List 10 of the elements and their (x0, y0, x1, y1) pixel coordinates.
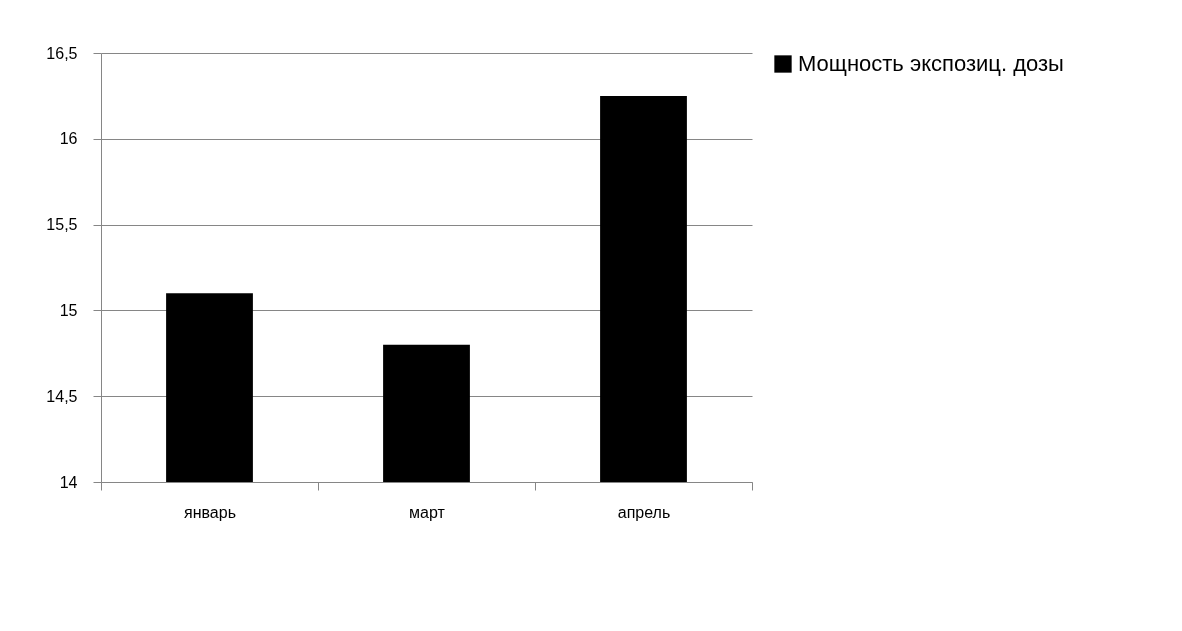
legend-label: Мощность экспозиц. дозы (798, 51, 1064, 76)
y-tick-label: 15 (59, 301, 78, 319)
y-tick-label: 14,5 (46, 387, 78, 405)
y-tick-label: 15,5 (46, 216, 78, 234)
y-tick-label: 16 (59, 130, 78, 148)
x-tick-label: январь (184, 503, 236, 521)
x-tick-label: март (409, 503, 446, 521)
y-tick-label: 16,5 (46, 44, 78, 62)
x-tick-label: апрель (617, 503, 671, 521)
y-tick-label: 14 (59, 473, 78, 491)
